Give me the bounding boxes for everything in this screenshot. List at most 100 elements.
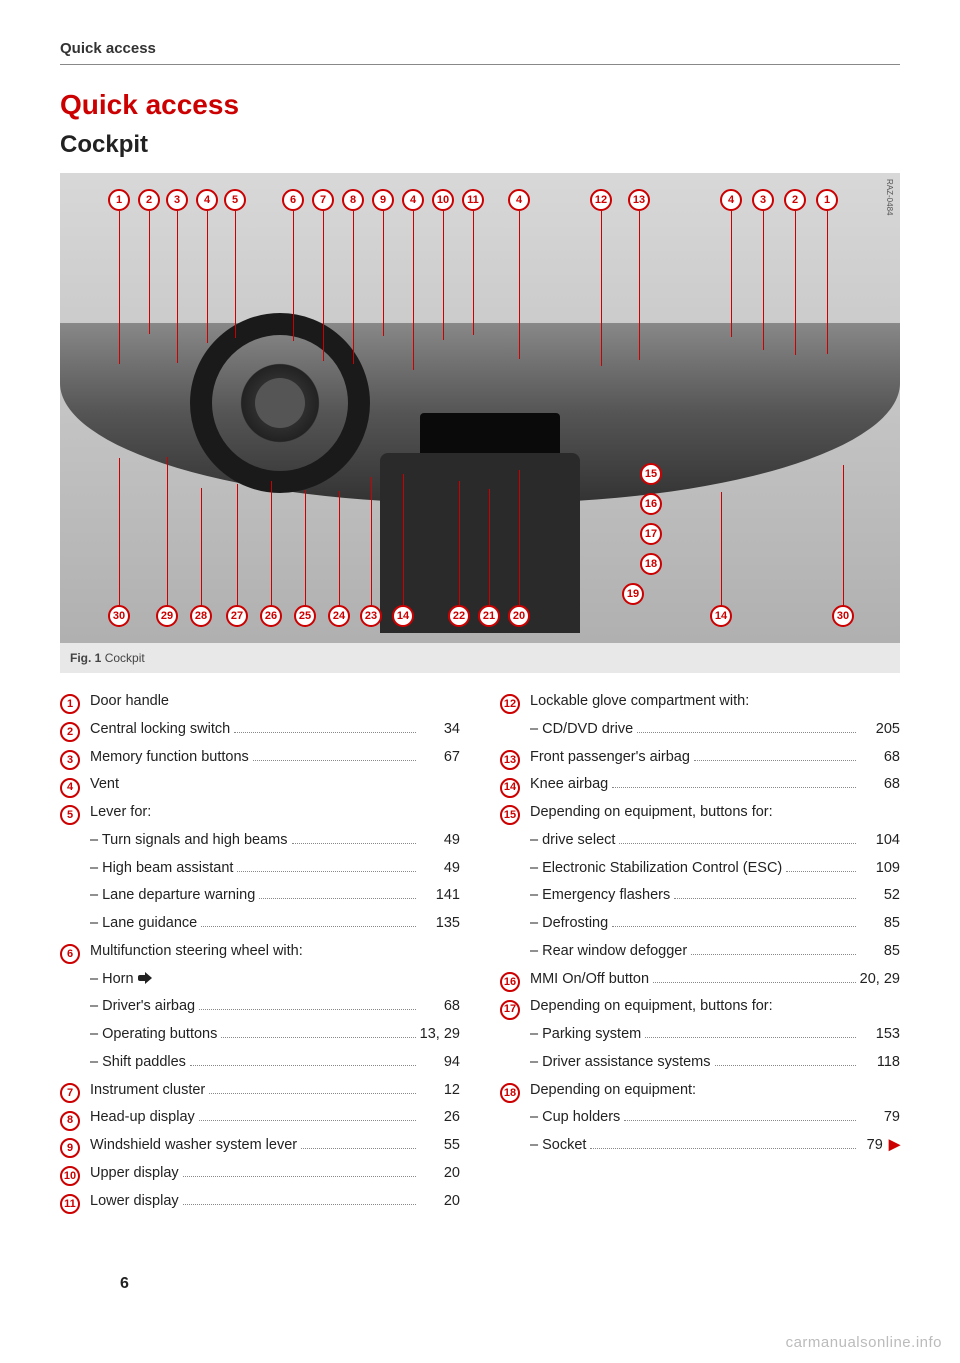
callout-badge: 14 (392, 605, 414, 627)
item-label: Front passenger's airbag (530, 747, 690, 769)
leader-dots (199, 1009, 416, 1010)
index-subitem: Lane guidance135 (60, 913, 460, 935)
callout-badge: 4 (720, 189, 742, 211)
subitem-page: 49 (420, 858, 460, 880)
subitem-page: 104 (860, 830, 900, 852)
leader-dots (645, 1037, 856, 1038)
item-number-badge: 10 (60, 1166, 80, 1186)
index-subitem: drive select 104 (500, 830, 900, 852)
item-label: Multifunction steering wheel with: (90, 941, 303, 963)
leader-dots (183, 1204, 416, 1205)
figure-container: RAZ-0484 1234567894101141213432130292827… (60, 173, 900, 673)
index-subitem: Rear window defogger85 (500, 941, 900, 963)
item-number-badge: 17 (500, 1000, 520, 1020)
subitem-page: 79 ▶ (860, 1135, 900, 1157)
callout-badge: 10 (432, 189, 454, 211)
subitem-page: 135 (420, 913, 460, 935)
item-label: Central locking switch (90, 719, 230, 741)
index-subitem: Turn signals and high beams49 (60, 830, 460, 852)
leader-dots (183, 1176, 416, 1177)
leader-dots (253, 760, 416, 761)
index-item: 1Door handle (60, 691, 460, 713)
subitem-label: Driver's airbag (90, 996, 195, 1018)
subitem-page: 13, 29 (420, 1024, 460, 1046)
subitem-label: Shift paddles (90, 1052, 186, 1074)
index-item: 13 Front passenger's airbag 68 (500, 747, 900, 769)
subitem-label: Driver assistance systems (530, 1052, 711, 1074)
leader-line (383, 211, 384, 336)
callout-badge: 4 (508, 189, 530, 211)
item-number-badge: 13 (500, 750, 520, 770)
leader-dots (715, 1065, 857, 1066)
chapter-title: Quick access (60, 89, 900, 121)
page-header: Quick access (60, 40, 900, 65)
leader-line (177, 211, 178, 363)
watermark: carmanualsonline.info (786, 1334, 942, 1351)
left-column: 1Door handle2Central locking switch343Me… (60, 691, 460, 1218)
index-subitem: Defrosting85 (500, 913, 900, 935)
index-item: 14Knee airbag68 (500, 774, 900, 796)
index-item: 18 Depending on equipment: (500, 1080, 900, 1102)
index-item: 11Lower display20 (60, 1191, 460, 1213)
item-page: 20, 29 (860, 969, 900, 991)
subitem-page: 85 (860, 913, 900, 935)
callout-badge: 19 (622, 583, 644, 605)
figure-caption: Fig. 1 Cockpit (60, 643, 900, 665)
leader-line (119, 458, 120, 627)
subitem-page: 52 (860, 885, 900, 907)
item-label: Depending on equipment: (530, 1080, 696, 1102)
leader-dots (237, 871, 416, 872)
subitem-label: Rear window defogger (530, 941, 687, 963)
subitem-label: Electronic Stabilization Control (ESC) (530, 858, 782, 880)
index-subitem: Electronic Stabilization Control (ESC)10… (500, 858, 900, 880)
index-item: 4Vent (60, 774, 460, 796)
index-subitem: Shift paddles94 (60, 1052, 460, 1074)
subitem-page: 153 (860, 1024, 900, 1046)
callout-badge: 5 (224, 189, 246, 211)
leader-line (235, 211, 236, 338)
continue-arrow-icon: ▶ (885, 1137, 900, 1153)
callout-badge: 28 (190, 605, 212, 627)
leader-line (519, 470, 520, 627)
center-console-shape (380, 453, 580, 633)
item-number-badge: 12 (500, 694, 520, 714)
index-subitem: High beam assistant 49 (60, 858, 460, 880)
leader-line (763, 211, 764, 350)
subitem-label: High beam assistant (90, 858, 233, 880)
leader-line (473, 211, 474, 335)
item-label: Lockable glove compartment with: (530, 691, 749, 713)
callout-badge: 30 (832, 605, 854, 627)
item-number-badge: 1 (60, 694, 80, 714)
item-page: 67 (420, 747, 460, 769)
item-label: MMI On/Off button (530, 969, 649, 991)
index-subitem: Emergency flashers52 (500, 885, 900, 907)
leader-dots (653, 982, 856, 983)
item-page: 55 (420, 1135, 460, 1157)
index-item: 17Depending on equipment, buttons for: (500, 996, 900, 1018)
leader-dots (612, 926, 856, 927)
subitem-label: drive select (530, 830, 615, 852)
figure-caption-text: Cockpit (105, 651, 145, 665)
item-number-badge: 18 (500, 1083, 520, 1103)
callout-badge: 2 (784, 189, 806, 211)
item-page: 68 (860, 747, 900, 769)
leader-dots (199, 1120, 416, 1121)
index-item: 9Windshield washer system lever55 (60, 1135, 460, 1157)
subitem-label: Socket (530, 1135, 586, 1157)
leader-dots (624, 1120, 856, 1121)
callout-badge: 8 (342, 189, 364, 211)
callout-badge: 1 (816, 189, 838, 211)
item-number-badge: 9 (60, 1138, 80, 1158)
leader-dots (637, 732, 856, 733)
leader-line (323, 211, 324, 361)
leader-dots (694, 760, 856, 761)
steering-wheel-shape (190, 313, 370, 493)
leader-line (403, 474, 404, 627)
callout-badge: 23 (360, 605, 382, 627)
item-number-badge: 11 (60, 1194, 80, 1214)
item-number-badge: 14 (500, 778, 520, 798)
callout-badge: 2 (138, 189, 160, 211)
index-subitem: Horn (60, 969, 460, 991)
subitem-label: Lane departure warning (90, 885, 255, 907)
subitem-page: 205 (860, 719, 900, 741)
